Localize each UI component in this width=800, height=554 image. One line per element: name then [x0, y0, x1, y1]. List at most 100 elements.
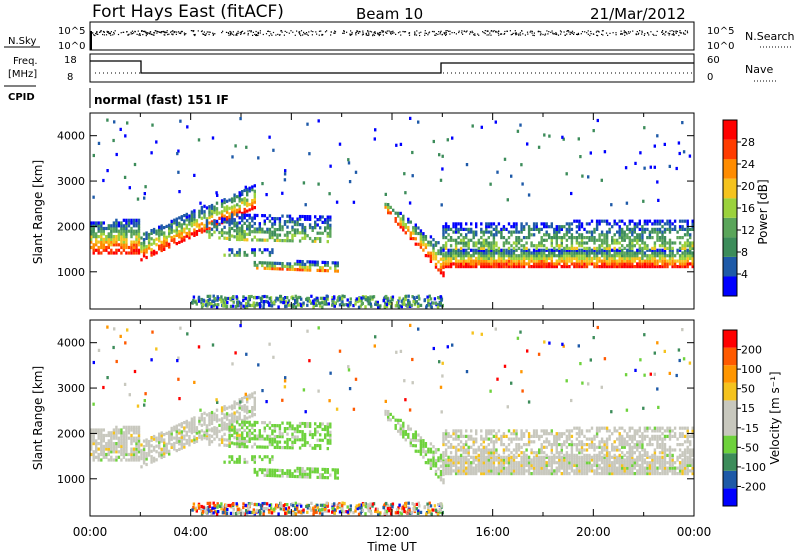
noise-sample — [278, 34, 281, 36]
power-cell — [444, 225, 448, 229]
power-cell — [194, 300, 197, 304]
velocity-cell — [500, 458, 503, 462]
velocity-cell — [193, 435, 196, 439]
velocity-cell — [487, 458, 490, 462]
velocity-cell — [324, 436, 327, 440]
power-cell — [686, 222, 689, 226]
noise-sample — [679, 31, 681, 33]
noise-sample — [566, 30, 568, 32]
power-cell — [689, 241, 692, 245]
power-cell — [658, 254, 662, 258]
power-cell — [515, 259, 518, 263]
power-cell — [668, 262, 672, 266]
velocity-cell — [198, 422, 201, 426]
power-cell — [238, 221, 241, 225]
power-cell — [517, 256, 521, 260]
velocity-cell — [178, 442, 181, 446]
noise-sample — [577, 32, 579, 34]
power-cell — [579, 155, 582, 159]
velocity-cell — [165, 431, 168, 435]
noise-sample — [414, 31, 416, 33]
noise-sample — [504, 30, 506, 33]
noise-sample — [102, 33, 104, 36]
power-cell — [520, 265, 523, 269]
power-cell — [267, 303, 271, 307]
velocity-cell — [555, 455, 558, 459]
power-cell — [203, 226, 206, 230]
power-cell — [125, 224, 128, 228]
velocity-cell — [102, 436, 105, 440]
power-cell — [668, 225, 672, 229]
power-cell — [262, 300, 266, 304]
power-cell — [656, 248, 659, 252]
power-cell — [555, 238, 558, 242]
power-cell — [122, 243, 126, 247]
velocity-cell — [510, 469, 513, 473]
power-cell — [638, 219, 641, 223]
power-cell — [442, 271, 445, 275]
noise-sample — [112, 34, 114, 36]
noise-sample — [172, 34, 174, 36]
velocity-cell — [165, 442, 168, 446]
power-cell — [140, 247, 143, 251]
power-cell — [389, 211, 392, 215]
power-cell — [238, 248, 241, 252]
velocity-cell — [208, 433, 211, 438]
power-cell — [155, 229, 158, 233]
freq-label: Freq. — [13, 56, 38, 67]
power-cell — [462, 227, 465, 231]
power-cell — [613, 254, 616, 258]
power-cell — [535, 265, 538, 269]
velocity-cell — [548, 463, 551, 467]
power-cell — [611, 262, 614, 266]
power-cell — [197, 297, 201, 301]
nsearch-label: N.Search — [745, 30, 795, 43]
velocity-cell — [115, 431, 118, 435]
velocity-cell — [271, 474, 274, 478]
power-cell — [236, 253, 239, 257]
power-cell — [168, 245, 171, 249]
power-cell — [600, 259, 604, 263]
velocity-cell — [286, 437, 289, 442]
velocity-cell — [575, 461, 579, 465]
power-cell — [492, 222, 496, 226]
power-cell — [374, 128, 377, 132]
power-cell — [653, 241, 657, 245]
power-cell — [603, 246, 606, 250]
velocity-cell — [545, 455, 548, 459]
noise-sample — [107, 31, 110, 33]
velocity-cell — [578, 463, 581, 467]
noise-sample — [194, 33, 196, 36]
power-cell — [500, 230, 503, 234]
velocity-cell — [600, 466, 604, 470]
power-cell — [646, 259, 649, 263]
noise-sample — [202, 33, 204, 35]
noise-sample — [580, 33, 582, 35]
power-cell — [681, 244, 684, 248]
velocity-cell — [110, 442, 113, 446]
power-cell — [485, 256, 488, 260]
velocity-cell — [621, 469, 624, 473]
velocity-cell — [175, 435, 178, 439]
velocity-cell — [298, 421, 302, 426]
velocity-cell — [429, 461, 433, 465]
power-cell — [643, 244, 647, 248]
power-cell — [651, 262, 654, 266]
power-cell — [384, 301, 387, 305]
power-cell — [294, 300, 297, 304]
power-swatch — [723, 217, 737, 238]
velocity-cell — [540, 455, 543, 459]
power-cell — [641, 241, 644, 245]
power-cell — [412, 226, 415, 230]
power-cell — [248, 189, 251, 193]
power-cell — [500, 227, 503, 231]
power-cell — [492, 241, 496, 245]
power-cell — [389, 305, 393, 309]
noise-sample — [321, 33, 323, 36]
velocity-cell — [487, 463, 490, 467]
noise-sample — [601, 33, 603, 35]
power-cell — [600, 238, 604, 242]
noise-sample — [165, 31, 167, 33]
power-cell — [321, 305, 324, 309]
noise-sample — [237, 30, 239, 32]
